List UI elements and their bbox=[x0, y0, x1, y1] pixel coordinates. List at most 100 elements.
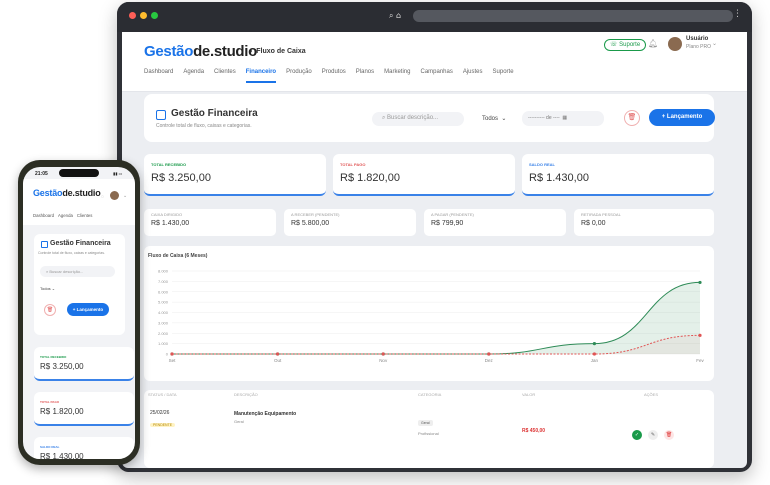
row-sub: Geral bbox=[234, 419, 244, 424]
mobile-tab-dashboard[interactable]: Dashboard bbox=[33, 213, 55, 218]
bell-icon[interactable]: ◌ bbox=[101, 194, 104, 200]
signal-battery-icon: ▮▮ ▭ bbox=[113, 171, 123, 176]
mini-value: R$ 799,90 bbox=[431, 220, 464, 227]
mini-stat-card: A RECEBER (PENDENTE) R$ 5.800,00 bbox=[284, 209, 416, 236]
data-point bbox=[276, 352, 280, 356]
kpi-card: SALDO REAL R$ 1.430,00 bbox=[522, 154, 714, 196]
row-value: R$ 450,00 bbox=[522, 428, 546, 434]
tab-suporte[interactable]: Suporte bbox=[492, 69, 514, 75]
y-tick-label: 3.000 bbox=[158, 320, 169, 325]
series-line bbox=[171, 334, 701, 355]
trash-icon[interactable]: 🗑︎ bbox=[624, 110, 640, 126]
date-range-input[interactable]: ---------- de ---- ▦ bbox=[522, 111, 604, 126]
x-tick-label: Out bbox=[274, 358, 282, 363]
support-button[interactable]: ☏ Suporte bbox=[604, 39, 647, 51]
mini-stat-card: CAIXA DIRIGIDO R$ 1.430,00 bbox=[144, 209, 276, 236]
avatar[interactable] bbox=[110, 191, 119, 200]
app-header: Gestãode.studio › Fluxo de Caixa ☏ Supor… bbox=[122, 32, 747, 92]
delete-icon[interactable]: 🗑︎ bbox=[664, 430, 674, 440]
transactions-table: STATUS / DATA DESCRIÇÃO CATEGORIA VALOR AÇÕE… bbox=[144, 390, 714, 468]
user-plan: Plano PRO bbox=[686, 44, 712, 50]
page-title: Gestão Financeira bbox=[171, 108, 258, 119]
tab-produção[interactable]: Produção bbox=[286, 69, 312, 75]
y-tick-label: 7.000 bbox=[158, 279, 169, 284]
data-point bbox=[698, 333, 702, 337]
edit-icon[interactable]: ✎ bbox=[648, 430, 658, 440]
y-tick-label: 4.000 bbox=[158, 310, 169, 315]
kpi-label: SALDO REAL bbox=[529, 162, 555, 167]
chevron-down-icon[interactable]: ⌄ bbox=[712, 41, 718, 47]
tab-dashboard[interactable]: Dashboard bbox=[144, 69, 174, 75]
status-time: 21:05 bbox=[35, 171, 48, 177]
chevron-down-icon[interactable]: ⌄ bbox=[123, 193, 128, 199]
mobile-tab-clientes[interactable]: Clientes bbox=[76, 213, 93, 218]
mini-label: RETIRADA PESSOAL bbox=[581, 212, 621, 217]
row-date: 25/02/26 bbox=[150, 410, 170, 416]
table-header: STATUS / DATA bbox=[148, 392, 177, 397]
maximize-window-dot[interactable] bbox=[151, 12, 158, 19]
series-area bbox=[172, 282, 700, 354]
bell-icon[interactable]: 🔔︎ bbox=[648, 39, 659, 48]
kpi-label: SALDO REAL bbox=[40, 445, 60, 449]
cashflow-chart-card: Fluxo de Caixa (6 Meses) 8.000 7.000 6.000… bbox=[144, 246, 714, 381]
breadcrumb: › Fluxo de Caixa bbox=[250, 48, 306, 55]
mobile-logo[interactable]: Gestãode.studio bbox=[33, 188, 101, 198]
tab-marketing[interactable]: Marketing bbox=[384, 69, 411, 75]
data-point bbox=[170, 352, 174, 356]
period-select[interactable]: Todos ⌄ bbox=[482, 116, 507, 122]
x-tick-label: Nov bbox=[379, 358, 388, 363]
app-logo[interactable]: Gestãode.studio bbox=[144, 43, 258, 60]
kpi-value: R$ 3.250,00 bbox=[151, 172, 211, 184]
mobile-screen: 21:05 ▮▮ ▭ Gestãode.studio ◌ ⌄ Dashboard… bbox=[23, 167, 135, 459]
data-point bbox=[698, 280, 702, 285]
mobile-phone: 21:05 ▮▮ ▭ Gestãode.studio ◌ ⌄ Dashboard… bbox=[18, 160, 140, 465]
url-bar[interactable] bbox=[413, 10, 733, 22]
search-home-icons[interactable]: ⌕ ⌂ bbox=[389, 11, 402, 20]
search-input[interactable]: ⌕ Buscar descrição... bbox=[40, 266, 115, 277]
mini-value: R$ 0,00 bbox=[581, 220, 606, 227]
confirm-icon[interactable]: ✓ bbox=[632, 430, 642, 440]
phone-notch bbox=[59, 169, 99, 177]
data-point bbox=[592, 342, 596, 346]
table-header: VALOR bbox=[522, 392, 536, 397]
browser-titlebar: ⌕ ⌂ ⋮ bbox=[117, 2, 752, 32]
new-entry-button[interactable]: + Lançamento bbox=[649, 109, 715, 126]
tab-ajustes[interactable]: Ajustes bbox=[462, 69, 483, 75]
tab-financeiro[interactable]: Financeiro bbox=[245, 69, 277, 83]
mobile-kpi-card: SALDO REAL R$ 1.430,00 bbox=[34, 437, 134, 459]
user-name: Usuário bbox=[686, 36, 709, 42]
tab-planos[interactable]: Planos bbox=[355, 69, 375, 75]
tab-produtos[interactable]: Produtos bbox=[321, 69, 346, 75]
page-subtitle: Controle total de fluxo, caixas e catego… bbox=[38, 251, 105, 255]
tab-campanhas[interactable]: Campanhas bbox=[420, 69, 453, 75]
mobile-tab-agenda[interactable]: Agenda bbox=[58, 213, 73, 218]
mini-value: R$ 1.430,00 bbox=[151, 220, 190, 227]
avatar[interactable] bbox=[668, 37, 682, 51]
page-header-card: Gestão Financeira Controle total de flux… bbox=[144, 94, 715, 142]
new-entry-button[interactable]: + Lançamento bbox=[67, 303, 109, 316]
category-sub: Profissional bbox=[418, 431, 439, 436]
kpi-value: R$ 1.430,00 bbox=[40, 452, 84, 459]
x-tick-label: Dez bbox=[485, 358, 494, 363]
mini-label: A PAGAR (PENDENTE) bbox=[431, 212, 474, 217]
search-input[interactable]: ⌕ Buscar descrição... bbox=[372, 112, 464, 126]
x-tick-label: Jan bbox=[591, 358, 599, 363]
close-window-dot[interactable] bbox=[129, 12, 136, 19]
category-badge: Geral bbox=[418, 420, 433, 426]
kpi-label: TOTAL RECEBIDO bbox=[151, 162, 187, 167]
tab-agenda[interactable]: Agenda bbox=[183, 69, 205, 75]
status-badge: PENDENTE bbox=[150, 423, 176, 427]
table-header: CATEGORIA bbox=[418, 392, 442, 397]
y-tick-label: 5.000 bbox=[158, 300, 169, 305]
page-subtitle: Controle total de fluxo, caixas e catego… bbox=[156, 123, 252, 129]
table-header: DESCRIÇÃO bbox=[234, 392, 258, 397]
period-select[interactable]: Todos ⌄ bbox=[40, 286, 56, 291]
minimize-window-dot[interactable] bbox=[140, 12, 147, 19]
trash-icon[interactable]: 🗑︎ bbox=[44, 304, 56, 316]
tab-clientes[interactable]: Clientes bbox=[214, 69, 236, 75]
mobile-kpi-card: TOTAL PAGO R$ 1.820,00 bbox=[34, 392, 134, 426]
browser-menu-icon[interactable]: ⋮ bbox=[733, 9, 742, 19]
y-tick-label: 2.000 bbox=[158, 331, 169, 336]
y-tick-label: 1.000 bbox=[158, 341, 169, 346]
mobile-header-card: Gestão Financeira Controle total de flux… bbox=[34, 234, 125, 335]
